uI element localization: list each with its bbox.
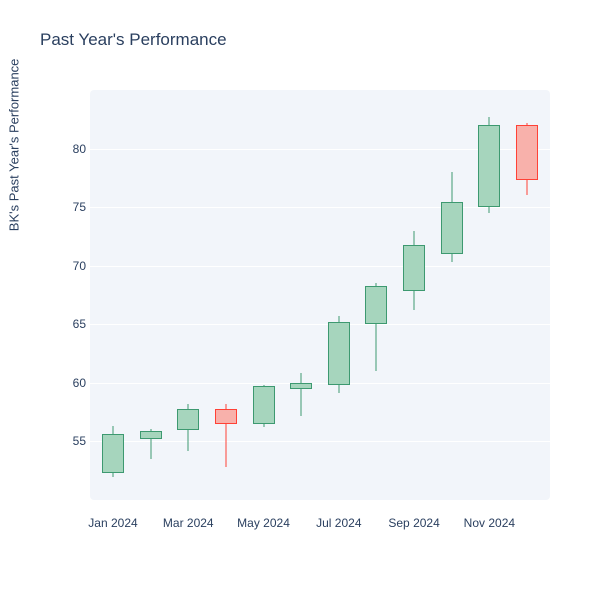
candle[interactable] (403, 90, 425, 500)
candle-body (478, 125, 500, 207)
candle-wick (188, 430, 189, 451)
candle-body (328, 322, 350, 385)
candle-body (177, 409, 199, 430)
x-tick-label: May 2024 (237, 516, 290, 530)
candle-wick (301, 389, 302, 416)
x-tick-label: Nov 2024 (464, 516, 515, 530)
x-tick-label: Jan 2024 (88, 516, 137, 530)
candle-body (365, 286, 387, 325)
candle-wick (113, 473, 114, 477)
candle-wick (489, 207, 490, 213)
y-tick-label: 75 (60, 200, 86, 214)
y-tick-label: 80 (60, 142, 86, 156)
candle-body (140, 431, 162, 439)
candle[interactable] (177, 90, 199, 500)
candle[interactable] (102, 90, 124, 500)
candle-body (403, 245, 425, 292)
plot-area (90, 90, 550, 500)
candle-body (215, 409, 237, 424)
x-tick-label: Sep 2024 (388, 516, 439, 530)
candle-body (441, 202, 463, 254)
y-axis-label: BK's Past Year's Performance (7, 59, 22, 232)
candle-body (516, 125, 538, 180)
candle[interactable] (365, 90, 387, 500)
candle[interactable] (290, 90, 312, 500)
candle-body (253, 386, 275, 423)
candle-wick (527, 180, 528, 195)
candle[interactable] (215, 90, 237, 500)
candle[interactable] (140, 90, 162, 500)
candle-body (290, 383, 312, 389)
candle-wick (414, 291, 415, 310)
candle-wick (113, 426, 114, 434)
x-tick-label: Jul 2024 (316, 516, 361, 530)
candle-wick (489, 117, 490, 125)
candle-wick (225, 424, 226, 467)
candle-wick (376, 324, 377, 371)
chart-container: Past Year's Performance BK's Past Year's… (0, 0, 600, 600)
x-tick-label: Mar 2024 (163, 516, 214, 530)
candle-wick (301, 373, 302, 382)
candle-wick (150, 439, 151, 459)
candle[interactable] (516, 90, 538, 500)
y-tick-label: 70 (60, 259, 86, 273)
candle-wick (338, 385, 339, 393)
y-tick-label: 55 (60, 434, 86, 448)
chart-title: Past Year's Performance (40, 30, 560, 50)
candle[interactable] (478, 90, 500, 500)
candle[interactable] (328, 90, 350, 500)
y-tick-label: 60 (60, 376, 86, 390)
y-tick-label: 65 (60, 317, 86, 331)
chart-wrap: BK's Past Year's Performance 55606570758… (40, 80, 560, 540)
candle-body (102, 434, 124, 473)
candle-wick (263, 424, 264, 428)
candle[interactable] (253, 90, 275, 500)
candle-wick (414, 231, 415, 245)
candle[interactable] (441, 90, 463, 500)
candle-wick (451, 172, 452, 202)
candle-wick (451, 254, 452, 262)
